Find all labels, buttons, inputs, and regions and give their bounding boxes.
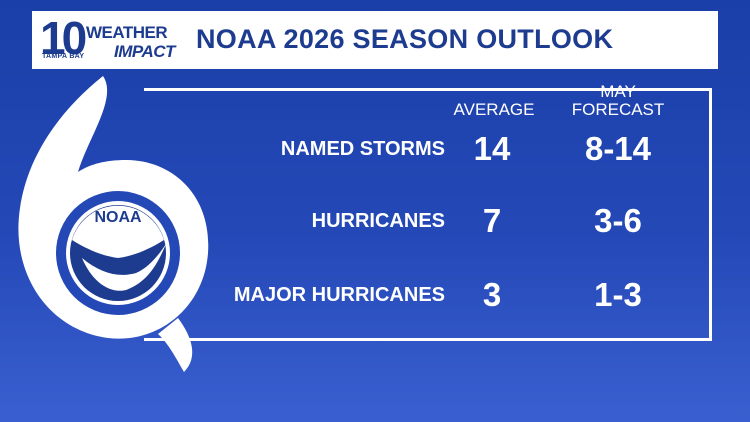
hurricanes-average: 7 [482,202,502,239]
major-hurricanes-average: 3 [482,276,502,313]
column-header-average: AVERAGE [453,100,535,119]
named-storms-average: 14 [473,130,511,167]
logo-number: 10 [40,12,87,64]
station-logo: 10 TAMPA BAY WEATHER IMPACT [40,12,190,65]
page-title: NOAA 2026 SEASON OUTLOOK [196,24,614,54]
hurricanes-forecast: 3-6 [594,202,642,239]
logo-impact: IMPACT [114,42,175,61]
column-header-forecast: FORECAST [571,100,665,119]
logo-weather: WEATHER [86,23,168,42]
noaa-seal-icon: NOAA [66,201,170,305]
logo-station: TAMPA BAY [42,53,85,60]
column-header-may: MAY [600,82,636,101]
named-storms-forecast: 8-14 [584,130,652,167]
row-label-major-hurricanes: MAJOR HURRICANES [233,284,445,306]
row-label-named-storms: NAMED STORMS [280,138,445,160]
header-bar: 10 TAMPA BAY WEATHER IMPACT NOAA 2026 SE… [32,11,718,69]
hurricane-swirl-icon: NOAA [18,76,209,372]
row-label-hurricanes: HURRICANES [311,210,445,232]
major-hurricanes-forecast: 1-3 [594,276,642,313]
noaa-seal-label: NOAA [94,209,142,226]
table-frame [144,88,712,341]
